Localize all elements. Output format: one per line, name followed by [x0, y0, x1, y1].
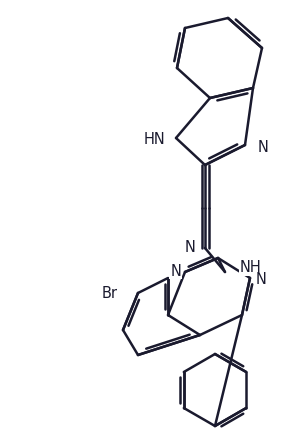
Text: HN: HN	[143, 132, 165, 148]
Text: Br: Br	[102, 287, 118, 302]
Text: N: N	[185, 240, 196, 256]
Text: NH: NH	[240, 260, 262, 275]
Text: N: N	[258, 141, 269, 156]
Text: N: N	[170, 264, 181, 278]
Text: N: N	[256, 273, 267, 288]
